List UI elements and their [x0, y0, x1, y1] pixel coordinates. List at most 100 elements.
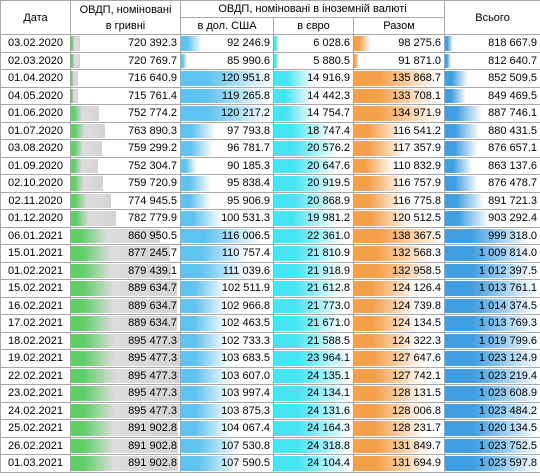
fx-cell: 128 231.7 — [352, 419, 446, 438]
total-databar — [445, 298, 537, 313]
total-databar — [445, 351, 540, 366]
fx-databar — [354, 71, 440, 86]
fx-databar — [354, 88, 436, 103]
uah-cell: 877 245.7 — [70, 244, 181, 263]
total-cell: 880 431.5 — [444, 121, 540, 140]
table-body: 03.02.2020 720 392.3 92 246.9 6 028.6 98 275… — [0, 34, 540, 473]
usd-databar — [181, 158, 197, 173]
usd-value: 120 217.2 — [221, 107, 270, 120]
total-cell: 812 640.7 — [444, 51, 540, 70]
fx-cell: 132 958.5 — [352, 261, 446, 280]
fx-cell: 128 006.8 — [352, 401, 446, 420]
fx-value: 131 849.7 — [392, 439, 442, 452]
total-databar — [445, 141, 478, 156]
uah-value: 879 439.1 — [128, 264, 177, 277]
uah-databar — [71, 141, 103, 156]
eur-databar — [274, 158, 339, 173]
fx-value: 128 006.8 — [392, 404, 442, 417]
usd-cell: 119 265.8 — [180, 86, 274, 105]
eur-value: 23 964.1 — [307, 352, 350, 365]
uah-value: 715 761.4 — [128, 89, 177, 102]
uah-databar — [71, 123, 105, 138]
fx-value: 127 742.1 — [392, 369, 442, 382]
date-cell: 04.05.2020 — [0, 86, 71, 105]
uah-cell: 895 477.3 — [70, 384, 181, 403]
fx-value: 116 775.8 — [392, 194, 442, 207]
fx-cell: 131 849.7 — [352, 436, 446, 455]
eur-cell: 21 918.9 — [273, 261, 354, 280]
date-cell: 03.02.2020 — [0, 34, 71, 53]
total-value: 849 469.5 — [488, 89, 538, 102]
total-cell: 849 469.5 — [444, 86, 540, 105]
eur-databar — [274, 298, 343, 313]
uah-value: 782 779.9 — [128, 212, 177, 225]
usd-databar — [181, 246, 248, 261]
table-row: 01.09.2020 752 304.7 90 185.3 20 647.6 110 8… — [0, 156, 540, 175]
eur-value: 24 131.6 — [307, 404, 350, 417]
usd-databar — [181, 316, 228, 331]
eur-cell: 5 880.5 — [273, 51, 354, 70]
total-value: 1 013 761.1 — [478, 282, 538, 295]
total-value: 891 721.3 — [488, 194, 538, 207]
usd-databar — [181, 141, 214, 156]
uah-value: 889 634.7 — [128, 317, 177, 330]
total-databar — [445, 211, 490, 226]
date-cell: 01.02.2021 — [0, 261, 71, 280]
eur-databar — [274, 53, 279, 68]
total-value: 903 292.4 — [488, 212, 538, 225]
eur-databar — [274, 88, 314, 103]
fx-value: 138 367.5 — [392, 229, 442, 242]
usd-cell: 92 246.9 — [180, 34, 274, 53]
usd-value: 92 246.9 — [227, 37, 270, 50]
total-cell: 1 019 799.6 — [444, 331, 540, 350]
total-value: 852 509.5 — [488, 72, 538, 85]
total-cell: 891 721.3 — [444, 191, 540, 210]
eur-databar — [274, 316, 343, 331]
usd-value: 95 906.9 — [227, 194, 270, 207]
eur-value: 21 918.9 — [307, 264, 350, 277]
usd-databar — [181, 106, 272, 121]
usd-value: 111 039.6 — [222, 264, 270, 277]
usd-databar — [181, 176, 211, 191]
uah-value: 720 769.7 — [128, 54, 177, 67]
uah-cell: 752 304.7 — [70, 156, 181, 175]
usd-value: 103 607.0 — [221, 369, 270, 382]
fx-value: 98 275.6 — [398, 37, 442, 50]
fx-databar — [354, 456, 432, 471]
fx-cell: 132 568.3 — [352, 244, 446, 263]
table-row: 02.11.2020 774 945.5 95 906.9 20 868.9 116 7… — [0, 191, 540, 210]
header-fx-total: Разом — [352, 17, 446, 35]
fx-value: 120 512.5 — [392, 212, 442, 225]
usd-databar — [181, 403, 231, 418]
uah-cell: 889 634.7 — [70, 314, 181, 333]
uah-value: 763 890.3 — [128, 124, 177, 137]
uah-value: 895 477.3 — [128, 404, 177, 417]
eur-value: 14 916.9 — [307, 72, 350, 85]
date-cell: 23.02.2021 — [0, 384, 71, 403]
total-cell: 1 023 484.2 — [444, 401, 540, 420]
eur-value: 5 880.5 — [313, 54, 350, 67]
eur-cell: 24 318.8 — [273, 436, 354, 455]
eur-cell: 24 134.1 — [273, 384, 354, 403]
usd-databar — [181, 53, 187, 68]
eur-cell: 14 442.3 — [273, 86, 354, 105]
uah-cell: 889 634.7 — [70, 296, 181, 315]
fx-cell: 116 775.8 — [352, 191, 446, 210]
date-cell: 01.06.2020 — [0, 104, 71, 123]
total-cell: 903 292.4 — [444, 209, 540, 228]
total-value: 880 431.5 — [488, 124, 538, 137]
usd-value: 107 530.8 — [221, 439, 270, 452]
total-cell: 1 013 769.3 — [444, 314, 540, 333]
eur-cell: 21 588.5 — [273, 331, 354, 350]
total-cell: 1 023 752.5 — [444, 436, 540, 455]
header-uah-line2: в гривні — [105, 19, 146, 32]
eur-value: 20 868.9 — [307, 194, 350, 207]
total-cell: 1 013 761.1 — [444, 279, 540, 298]
total-cell: 863 137.6 — [444, 156, 540, 175]
uah-databar — [71, 316, 177, 331]
fx-value: 117 357.9 — [392, 142, 442, 155]
usd-cell: 95 906.9 — [180, 191, 274, 210]
eur-value: 24 134.1 — [307, 387, 350, 400]
uah-databar — [71, 298, 177, 313]
